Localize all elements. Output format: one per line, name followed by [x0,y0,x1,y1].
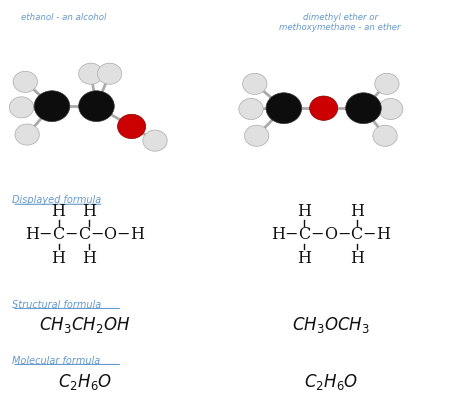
Circle shape [118,114,146,139]
Text: H: H [298,203,311,219]
Circle shape [239,99,263,120]
Circle shape [97,63,122,84]
Circle shape [373,125,397,146]
Text: ethanol - an alcohol: ethanol - an alcohol [21,13,106,22]
Text: Structural formula: Structural formula [12,300,101,309]
Text: $\mathit{C_2H_6O}$: $\mathit{C_2H_6O}$ [57,372,112,392]
Text: H: H [350,250,364,267]
Text: H: H [298,250,311,267]
Circle shape [245,125,269,146]
Text: Molecular formula: Molecular formula [12,356,100,365]
Text: H: H [350,203,364,219]
Circle shape [79,91,114,122]
Text: H: H [52,203,65,219]
Circle shape [9,97,34,118]
Text: Displayed formula: Displayed formula [12,195,101,206]
Circle shape [34,91,70,122]
Text: dimethyl ether or
methoxymethane - an ether: dimethyl ether or methoxymethane - an et… [279,13,401,32]
Text: $\mathit{CH_3OCH_3}$: $\mathit{CH_3OCH_3}$ [292,315,370,335]
Circle shape [15,124,39,145]
Circle shape [143,130,167,151]
Circle shape [346,93,381,124]
Circle shape [378,99,403,120]
Circle shape [13,71,37,92]
Text: H$-$C$-$O$-$C$-$H: H$-$C$-$O$-$C$-$H [271,226,391,243]
Circle shape [310,96,337,120]
Text: $\mathit{C_2H_6O}$: $\mathit{C_2H_6O}$ [303,372,358,392]
Circle shape [266,93,301,124]
Circle shape [243,73,267,95]
Circle shape [79,63,103,84]
Text: $\mathit{CH_3CH_2OH}$: $\mathit{CH_3CH_2OH}$ [39,315,130,335]
Text: H$-$C$-$C$-$O$-$H: H$-$C$-$C$-$O$-$H [25,226,145,243]
Circle shape [375,73,399,95]
Text: H: H [52,250,65,267]
Text: H: H [82,250,96,267]
Text: H: H [82,203,96,219]
